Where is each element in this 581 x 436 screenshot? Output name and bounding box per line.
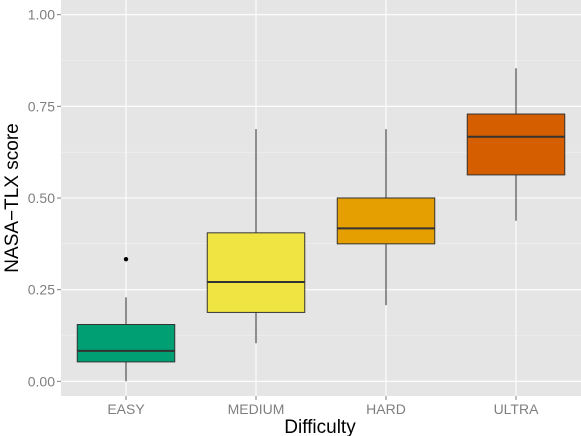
iqr-box: [206, 232, 306, 313]
y-axis: 0.00 0.25 0.50 0.75 1.00: [28, 7, 61, 389]
y-tick-label: 0.25: [28, 282, 55, 298]
x-tick-label: EASY: [107, 401, 145, 417]
y-tick-label: 0.50: [28, 190, 55, 206]
boxes-layer: [76, 68, 566, 382]
outlier-point: [123, 257, 129, 262]
y-tick-label: 1.00: [28, 7, 55, 23]
iqr-box: [336, 197, 436, 245]
iqr-box: [466, 113, 566, 176]
y-tick-label: 0.75: [28, 98, 55, 114]
x-tick-label: HARD: [366, 401, 406, 417]
box-easy: [76, 257, 176, 382]
box-hard: [336, 129, 436, 306]
y-axis-title: NASA−TLX score: [2, 123, 23, 272]
box-medium: [206, 129, 306, 344]
x-tick-label: MEDIUM: [228, 401, 285, 417]
y-tick-label: 0.00: [28, 373, 55, 389]
x-axis-title: Difficulty: [284, 417, 356, 436]
box-ultra: [466, 68, 566, 221]
x-tick-label: ULTRA: [494, 401, 540, 417]
x-axis: EASY MEDIUM HARD ULTRA: [107, 396, 539, 417]
iqr-box: [76, 324, 176, 363]
